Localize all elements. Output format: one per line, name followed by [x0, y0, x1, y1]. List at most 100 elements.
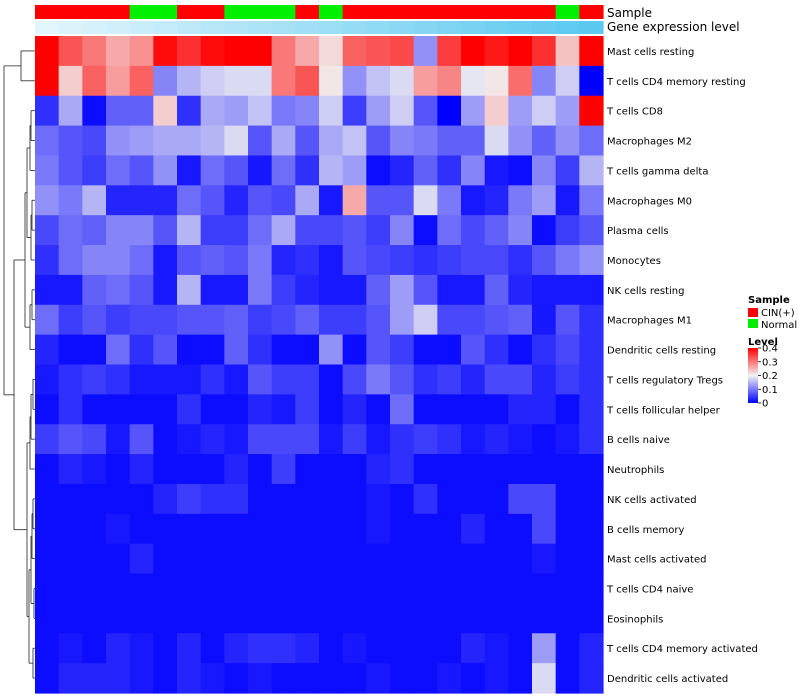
- row-label: Dendritic cells activated: [607, 674, 728, 685]
- heatmap-cell: [295, 274, 320, 306]
- sample-annotation-cell: [579, 5, 604, 19]
- heatmap-cell: [579, 334, 604, 366]
- heatmap-cell: [461, 454, 486, 485]
- heatmap-cell: [532, 483, 557, 515]
- sample-annotation-cell: [35, 5, 60, 19]
- heatmap-cell: [366, 125, 391, 157]
- heatmap-cell: [129, 185, 154, 216]
- heatmap-cell: [413, 513, 438, 545]
- heatmap-cell: [248, 125, 273, 157]
- heatmap-cell: [532, 95, 557, 127]
- heatmap-cell: [342, 573, 367, 605]
- heatmap-cell: [224, 573, 249, 605]
- heatmap-cell: [579, 36, 604, 67]
- row-label: T cells gamma delta: [606, 166, 708, 177]
- heatmap-cell: [177, 65, 202, 97]
- heatmap-cell: [200, 454, 225, 485]
- heatmap-cell: [106, 543, 131, 575]
- heatmap-cell: [177, 454, 202, 485]
- heatmap-cell: [484, 155, 509, 186]
- heatmap-cell: [319, 36, 344, 67]
- heatmap-cell: [413, 334, 438, 366]
- heatmap-cell: [532, 424, 557, 455]
- heatmap-cell: [508, 513, 533, 545]
- heatmap-cell: [342, 334, 367, 366]
- heatmap-cell: [224, 245, 249, 276]
- heatmap-cell: [579, 274, 604, 306]
- heatmap-cell: [129, 125, 154, 157]
- expression-annotation-cell: [248, 21, 273, 34]
- heatmap-cell: [319, 543, 344, 575]
- heatmap-cell: [153, 36, 178, 67]
- heatmap-cell: [437, 543, 462, 575]
- heatmap-cell: [579, 95, 604, 127]
- heatmap-cell: [319, 245, 344, 276]
- heatmap-cell: [224, 603, 249, 634]
- heatmap-cell: [579, 483, 604, 515]
- expression-annotation-cell: [177, 21, 202, 34]
- heatmap-cell: [248, 95, 273, 127]
- heatmap-cell: [271, 424, 296, 455]
- heatmap-cell: [508, 573, 533, 605]
- expression-annotation-cell: [129, 21, 154, 34]
- heatmap-cell: [248, 304, 273, 336]
- heatmap-cell: [35, 185, 60, 216]
- heatmap-cell: [437, 215, 462, 246]
- heatmap-cell: [153, 304, 178, 336]
- heatmap-cell: [295, 513, 320, 545]
- heatmap-cells: [35, 36, 604, 694]
- heatmap-cell: [413, 394, 438, 425]
- heatmap-cell: [58, 424, 83, 455]
- heatmap-cell: [319, 513, 344, 545]
- expression-annotation-cell: [224, 21, 249, 34]
- heatmap-cell: [295, 633, 320, 664]
- heatmap-cell: [106, 245, 131, 276]
- heatmap-cell: [106, 274, 131, 306]
- heatmap-cell: [224, 513, 249, 545]
- heatmap-cell: [508, 304, 533, 336]
- heatmap-cell: [555, 185, 580, 216]
- heatmap-cell: [390, 454, 415, 485]
- heatmap-cell: [413, 543, 438, 575]
- heatmap-cell: [390, 573, 415, 605]
- expression-annotation-cell: [390, 21, 415, 34]
- heatmap-cell: [508, 663, 533, 694]
- gene-expression-level-bar: [35, 21, 604, 34]
- row-label: Neutrophils: [607, 465, 664, 476]
- heatmap-cell: [295, 304, 320, 336]
- heatmap-cell: [82, 304, 107, 336]
- heatmap-cell: [366, 155, 391, 186]
- heatmap-cell: [35, 513, 60, 545]
- heatmap-cell: [484, 663, 509, 694]
- heatmap-cell: [390, 125, 415, 157]
- heatmap-cell: [555, 274, 580, 306]
- heatmap-cell: [342, 304, 367, 336]
- heatmap-cell: [555, 65, 580, 97]
- heatmap-cell: [342, 483, 367, 515]
- heatmap-cell: [413, 155, 438, 186]
- heatmap-cell: [390, 334, 415, 366]
- heatmap-cell: [58, 394, 83, 425]
- heatmap-cell: [248, 603, 273, 634]
- expression-annotation-cell: [106, 21, 131, 34]
- heatmap-cell: [200, 304, 225, 336]
- heatmap-cell: [461, 603, 486, 634]
- heatmap-cell: [153, 454, 178, 485]
- heatmap-cell: [461, 125, 486, 157]
- heatmap-cell: [342, 663, 367, 694]
- heatmap-cell: [82, 65, 107, 97]
- heatmap-cell: [413, 633, 438, 664]
- heatmap-cell: [248, 663, 273, 694]
- heatmap-cell: [224, 155, 249, 186]
- heatmap-cell: [295, 394, 320, 425]
- heatmap-cell: [437, 603, 462, 634]
- expression-annotation-cell: [58, 21, 83, 34]
- heatmap-cell: [58, 155, 83, 186]
- heatmap-cell: [532, 394, 557, 425]
- sample-track-label: Sample: [607, 6, 652, 20]
- heatmap-cell: [484, 304, 509, 336]
- sample-annotation-cell: [555, 5, 580, 19]
- heatmap-cell: [390, 215, 415, 246]
- row-label: Plasma cells: [607, 226, 669, 237]
- heatmap-cell: [579, 245, 604, 276]
